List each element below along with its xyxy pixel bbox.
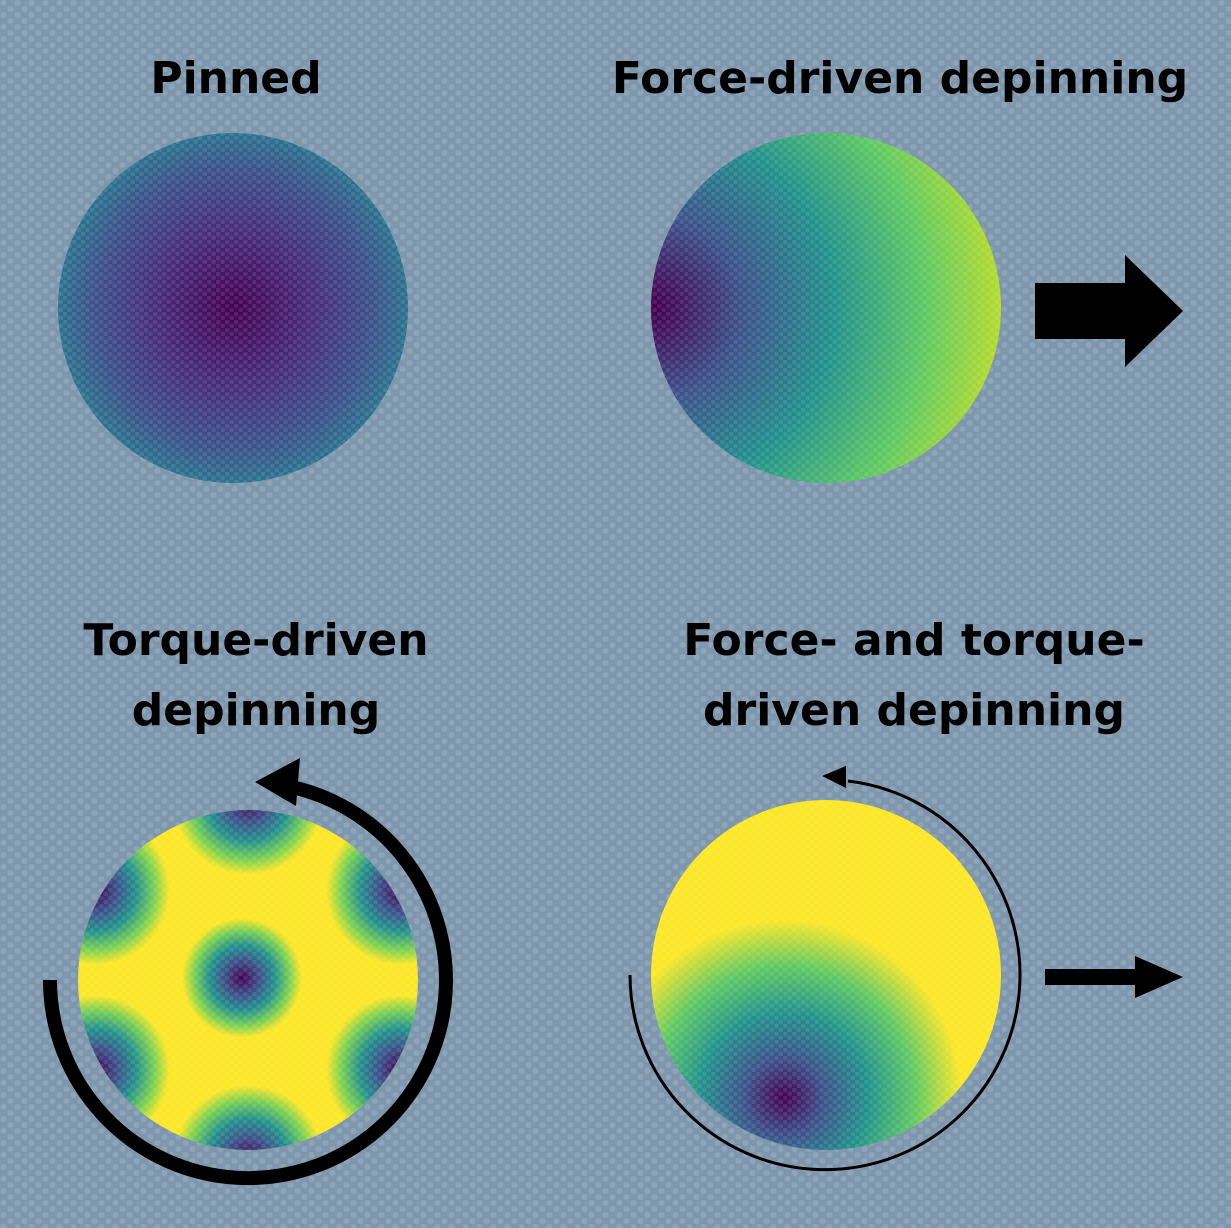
pinned-skyrmion [58,133,408,483]
torque-arc [43,778,453,1186]
panel-title: Force-driven depinning [612,53,1188,104]
panel-title: depinning [132,685,380,736]
force-arrow [1045,956,1183,998]
force-skyrmion [651,133,1001,483]
torque-arrowhead [255,758,300,806]
panel-title: driven depinning [703,685,1125,736]
panel-title: Force- and torque- [683,615,1144,666]
force-arrow [1035,255,1183,367]
panel-title: Torque-driven [83,615,428,666]
panel-title: Pinned [150,53,321,104]
force-torque-skyrmion [651,800,1001,1150]
torque-arrowhead [822,766,846,788]
torque-arc [628,779,1022,1172]
